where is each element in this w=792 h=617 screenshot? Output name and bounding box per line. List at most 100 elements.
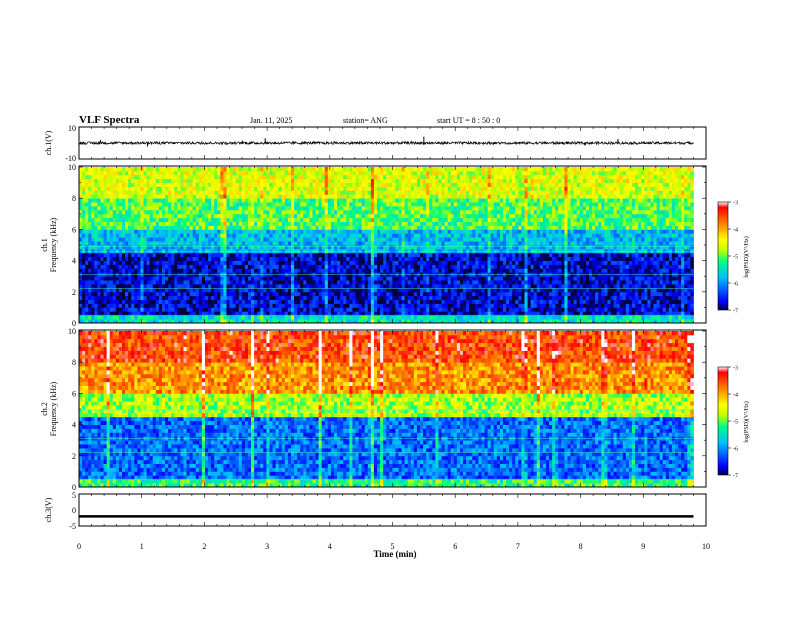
spectrogram-cell (325, 187, 328, 191)
spectrogram-cell (365, 245, 368, 249)
spectrogram-cell (156, 268, 159, 272)
spectrogram-cell (94, 206, 97, 210)
spectrogram-cell (193, 226, 196, 230)
spectrogram-cell (134, 284, 137, 288)
spectrogram-cell (180, 210, 183, 214)
spectrogram-cell (128, 226, 131, 230)
spectrogram-cell (282, 237, 285, 241)
spectrogram-cell (438, 167, 441, 171)
spectrogram-cell (340, 202, 343, 206)
spectrogram-cell (371, 202, 374, 206)
spectrogram-cell (356, 210, 359, 214)
spectrogram-cell (371, 241, 374, 245)
spectrogram-cell (445, 187, 448, 191)
spectrogram-cell (113, 202, 116, 206)
spectrogram-cell (337, 194, 340, 198)
spectrogram-cell (435, 229, 438, 233)
spectrogram-cell (113, 253, 116, 257)
spectrogram-cell (356, 268, 359, 272)
spectrogram-cell (432, 198, 435, 202)
spectrogram-cell (101, 261, 104, 265)
spectrogram-cell (300, 253, 303, 257)
spectrogram-cell (334, 245, 337, 249)
spectrogram-cell (417, 183, 420, 187)
spectrogram-cell (432, 187, 435, 191)
spectrogram-cell (177, 307, 180, 311)
spectrogram-cell (386, 284, 389, 288)
spectrogram-cell (193, 276, 196, 280)
spectrogram-cell (365, 241, 368, 245)
spectrogram-cell (208, 167, 211, 171)
spectrogram-cell (230, 214, 233, 218)
spectrogram-cell (276, 190, 279, 194)
spectrogram-cell (442, 265, 445, 269)
spectrogram-cell (273, 307, 276, 311)
spectrogram-cell (217, 218, 220, 222)
spectrogram-cell (312, 253, 315, 257)
spectrogram-cell (122, 253, 125, 257)
spectrogram-cell (220, 218, 223, 222)
spectrogram-cell (300, 261, 303, 265)
spectrogram-cell (269, 241, 272, 245)
spectrogram-cell (248, 253, 251, 257)
spectrogram-cell (205, 265, 208, 269)
spectrogram-cell (451, 206, 454, 210)
spectrogram-cell (144, 175, 147, 179)
spectrogram-cell (380, 307, 383, 311)
spectrogram-cell (297, 292, 300, 296)
spectrogram-cell (180, 315, 183, 319)
spectrogram-cell (377, 190, 380, 194)
spectrogram-cell (448, 175, 451, 179)
spectrogram-cell (383, 284, 386, 288)
spectrogram-cell (371, 171, 374, 175)
spectrogram-cell (340, 241, 343, 245)
spectrogram-cell (386, 226, 389, 230)
spectrogram-cell (389, 222, 392, 226)
spectrogram-cell (328, 304, 331, 308)
spectrogram-cell (402, 198, 405, 202)
spectrogram-cell (352, 202, 355, 206)
spectrogram-cell (208, 257, 211, 261)
spectrogram-cell (190, 222, 193, 226)
spectrogram-cell (294, 253, 297, 257)
spectrogram-cell (233, 194, 236, 198)
spectrogram-cell (107, 245, 110, 249)
spectrogram-cell (144, 190, 147, 194)
spectrogram-cell (85, 307, 88, 311)
spectrogram-cell (180, 296, 183, 300)
spectrogram-cell (297, 307, 300, 311)
spectrogram-cell (217, 280, 220, 284)
spectrogram-cell (82, 268, 85, 272)
spectrogram-cell (294, 183, 297, 187)
spectrogram-cell (107, 315, 110, 319)
spectrogram-cell (442, 167, 445, 171)
spectrogram-cell (454, 194, 457, 198)
spectrogram-cell (162, 245, 165, 249)
spectrogram-cell (457, 222, 460, 226)
spectrogram-cell (334, 194, 337, 198)
spectrogram-cell (386, 229, 389, 233)
spectrogram-cell (97, 300, 100, 304)
spectrogram-cell (125, 237, 128, 241)
spectrogram-cell (291, 296, 294, 300)
spectrogram-cell (334, 202, 337, 206)
spectrogram-cell (257, 261, 260, 265)
spectrogram-cell (97, 210, 100, 214)
spectrogram-cell (254, 280, 257, 284)
spectrogram-cell (269, 229, 272, 233)
spectrogram-cell (389, 296, 392, 300)
spectrogram-cell (263, 261, 266, 265)
spectrogram-cell (104, 190, 107, 194)
spectrogram-cell (389, 171, 392, 175)
spectrogram-cell (183, 268, 186, 272)
spectrogram-cell (309, 261, 312, 265)
spectrogram-cell (426, 183, 429, 187)
spectrogram-cell (352, 198, 355, 202)
spectrogram-cell (457, 241, 460, 245)
spectrogram-cell (343, 261, 346, 265)
spectrogram-cell (442, 241, 445, 245)
spectrogram-cell (122, 261, 125, 265)
spectrogram-cell (319, 304, 322, 308)
spectrogram-cell (85, 245, 88, 249)
spectrogram-cell (168, 296, 171, 300)
